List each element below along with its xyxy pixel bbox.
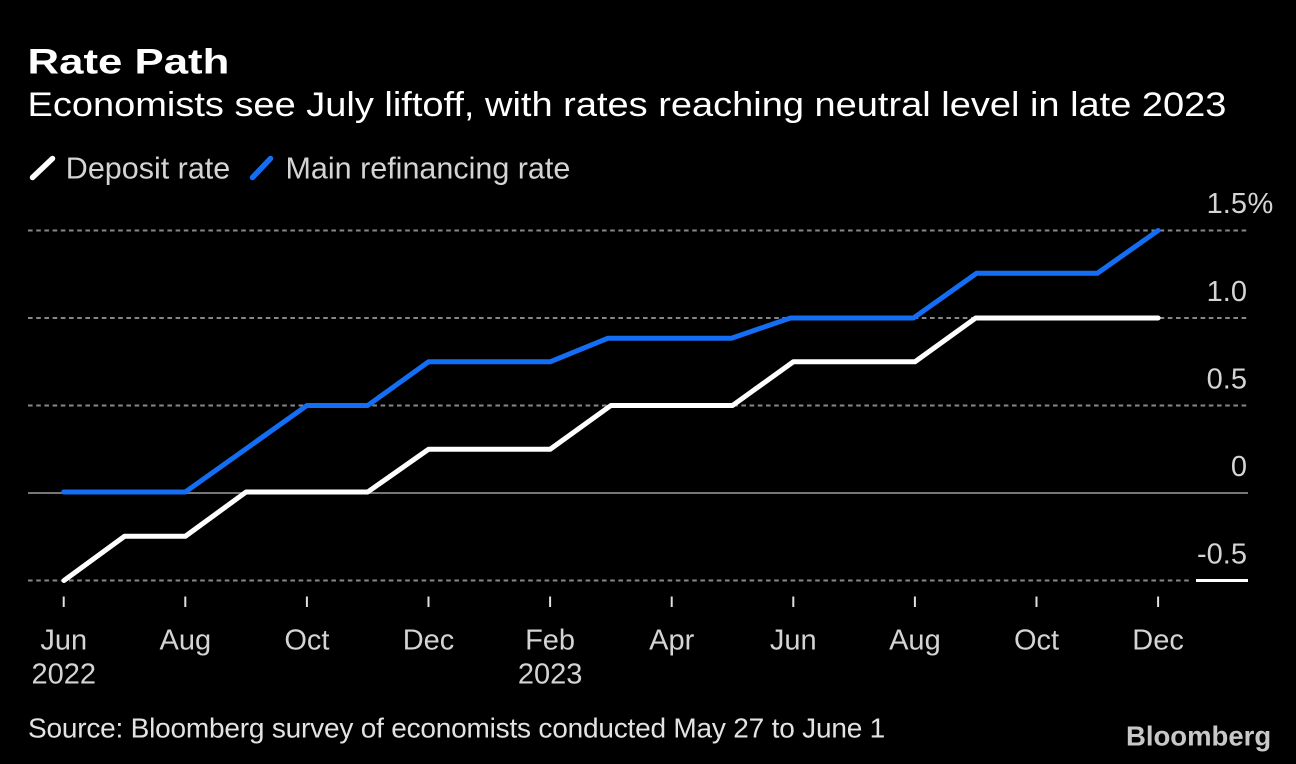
svg-text:Apr: Apr [649, 625, 694, 657]
svg-text:Jun: Jun [40, 625, 87, 657]
svg-text:2023: 2023 [518, 659, 583, 691]
svg-text:Oct: Oct [284, 625, 329, 657]
svg-text:Oct: Oct [1014, 625, 1059, 657]
svg-text:Aug: Aug [159, 625, 211, 657]
svg-text:Rate Path: Rate Path [28, 42, 230, 81]
svg-text:1.5: 1.5 [1207, 188, 1247, 220]
svg-text:0: 0 [1231, 451, 1247, 483]
svg-text:Source: Bloomberg survey of ec: Source: Bloomberg survey of economists c… [28, 713, 885, 744]
svg-text:Main refinancing rate: Main refinancing rate [286, 152, 571, 186]
svg-text:Dec: Dec [1132, 625, 1184, 657]
svg-text:Deposit rate: Deposit rate [66, 152, 230, 186]
svg-text:0.5: 0.5 [1207, 364, 1247, 396]
svg-text:-0.5: -0.5 [1197, 539, 1247, 571]
svg-text:%: % [1248, 188, 1274, 220]
svg-text:Jun: Jun [770, 625, 817, 657]
svg-text:1.0: 1.0 [1207, 276, 1247, 308]
svg-text:Bloomberg: Bloomberg [1126, 721, 1271, 752]
svg-text:Economists see July liftoff, w: Economists see July liftoff, with rates … [28, 85, 1227, 124]
svg-text:Feb: Feb [525, 625, 575, 657]
svg-text:2022: 2022 [31, 659, 96, 691]
svg-text:Dec: Dec [403, 625, 455, 657]
svg-text:Aug: Aug [889, 625, 941, 657]
